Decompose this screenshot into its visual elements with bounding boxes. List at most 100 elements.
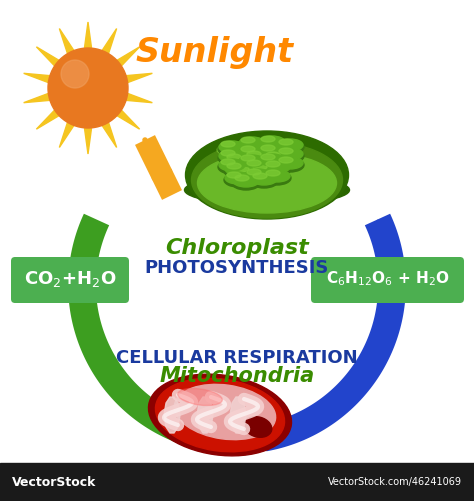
Bar <box>0 463 474 501</box>
Ellipse shape <box>235 175 249 181</box>
Text: VectorStock.com/46241069: VectorStock.com/46241069 <box>328 477 462 487</box>
Ellipse shape <box>277 157 303 169</box>
Ellipse shape <box>251 164 277 176</box>
Ellipse shape <box>277 148 303 160</box>
Polygon shape <box>115 109 140 129</box>
Ellipse shape <box>219 159 245 171</box>
Ellipse shape <box>238 138 266 152</box>
Ellipse shape <box>259 145 285 157</box>
Ellipse shape <box>247 151 261 157</box>
Ellipse shape <box>239 146 265 158</box>
Polygon shape <box>24 93 52 103</box>
Polygon shape <box>59 120 75 147</box>
Ellipse shape <box>218 160 246 174</box>
Ellipse shape <box>279 139 293 145</box>
Ellipse shape <box>258 146 286 160</box>
Polygon shape <box>36 109 61 129</box>
Ellipse shape <box>185 131 348 219</box>
Ellipse shape <box>245 151 271 163</box>
Ellipse shape <box>261 154 275 160</box>
Text: CO$_2$+H$_2$O: CO$_2$+H$_2$O <box>24 269 116 289</box>
Text: Sunlight: Sunlight <box>136 36 294 69</box>
Ellipse shape <box>241 137 255 143</box>
Ellipse shape <box>227 154 241 160</box>
Ellipse shape <box>250 165 278 179</box>
Ellipse shape <box>227 163 241 169</box>
Ellipse shape <box>244 417 272 437</box>
Ellipse shape <box>241 146 255 152</box>
Ellipse shape <box>241 155 255 161</box>
Ellipse shape <box>244 161 272 175</box>
Ellipse shape <box>266 161 280 167</box>
Ellipse shape <box>184 175 349 205</box>
Ellipse shape <box>238 147 266 161</box>
Ellipse shape <box>178 388 222 405</box>
Polygon shape <box>197 397 213 433</box>
Ellipse shape <box>233 166 259 178</box>
Ellipse shape <box>263 162 291 176</box>
Ellipse shape <box>155 378 284 452</box>
Polygon shape <box>24 73 52 83</box>
Polygon shape <box>101 120 117 147</box>
Ellipse shape <box>276 149 304 163</box>
Ellipse shape <box>221 141 235 147</box>
Ellipse shape <box>259 154 285 166</box>
Polygon shape <box>115 47 140 68</box>
Ellipse shape <box>224 173 252 187</box>
Ellipse shape <box>251 173 277 185</box>
Polygon shape <box>101 29 117 56</box>
Polygon shape <box>230 397 246 433</box>
Polygon shape <box>84 126 92 154</box>
Circle shape <box>48 48 128 128</box>
Ellipse shape <box>259 136 285 148</box>
Ellipse shape <box>263 153 291 167</box>
Ellipse shape <box>266 170 280 176</box>
Ellipse shape <box>245 160 271 172</box>
Polygon shape <box>36 47 61 68</box>
Text: VectorStock: VectorStock <box>12 475 96 488</box>
Ellipse shape <box>277 139 303 151</box>
Ellipse shape <box>218 151 246 165</box>
Ellipse shape <box>263 171 291 185</box>
Ellipse shape <box>198 153 337 213</box>
Ellipse shape <box>276 140 304 154</box>
Circle shape <box>61 60 89 88</box>
Text: Chloroplast: Chloroplast <box>165 238 309 258</box>
Ellipse shape <box>253 173 267 179</box>
Ellipse shape <box>221 159 235 165</box>
Polygon shape <box>124 93 152 103</box>
Ellipse shape <box>224 155 252 169</box>
Ellipse shape <box>221 150 235 156</box>
Ellipse shape <box>224 164 252 178</box>
Ellipse shape <box>235 166 249 172</box>
Ellipse shape <box>239 137 265 149</box>
Ellipse shape <box>247 169 261 175</box>
Ellipse shape <box>225 154 251 166</box>
Ellipse shape <box>258 137 286 151</box>
Ellipse shape <box>232 167 260 181</box>
Polygon shape <box>84 22 92 50</box>
Ellipse shape <box>244 152 272 166</box>
Ellipse shape <box>244 170 272 184</box>
Ellipse shape <box>258 155 286 169</box>
Circle shape <box>54 54 122 122</box>
Ellipse shape <box>225 163 251 175</box>
Ellipse shape <box>227 172 241 178</box>
Ellipse shape <box>191 142 343 218</box>
Ellipse shape <box>279 157 293 163</box>
Ellipse shape <box>261 145 275 151</box>
Text: C$_6$H$_{12}$O$_6$ + H$_2$O: C$_6$H$_{12}$O$_6$ + H$_2$O <box>326 270 449 289</box>
Circle shape <box>66 66 110 110</box>
Ellipse shape <box>245 169 271 181</box>
Polygon shape <box>124 73 152 83</box>
Polygon shape <box>59 29 75 56</box>
Text: Mitochondria: Mitochondria <box>159 366 315 386</box>
Ellipse shape <box>232 176 260 190</box>
Text: CELLULAR RESPIRATION: CELLULAR RESPIRATION <box>116 349 358 367</box>
Ellipse shape <box>264 152 290 164</box>
Ellipse shape <box>250 174 278 188</box>
Ellipse shape <box>233 175 259 187</box>
Ellipse shape <box>264 170 290 182</box>
Ellipse shape <box>266 152 280 158</box>
Ellipse shape <box>279 148 293 154</box>
